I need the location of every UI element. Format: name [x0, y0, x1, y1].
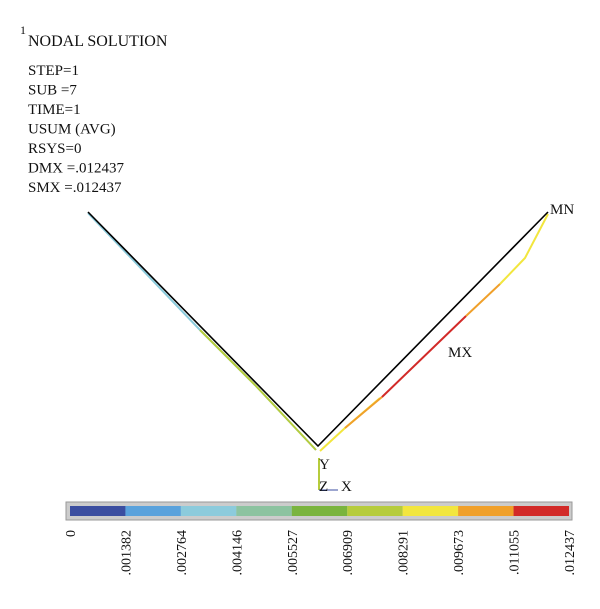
info-line: RSYS=0 — [28, 141, 81, 157]
min-marker: MN — [550, 202, 574, 218]
right-red — [381, 315, 467, 398]
legend-swatch — [513, 506, 569, 516]
triad-x: X — [341, 479, 352, 495]
max-marker: MX — [448, 345, 472, 361]
legend-swatch — [180, 506, 237, 516]
legend-swatch — [125, 506, 181, 516]
info-line: USUM (AVG) — [28, 122, 116, 138]
legend-label: .002764 — [175, 530, 190, 576]
right-orange-2 — [465, 283, 501, 317]
info-line: SMX =.012437 — [28, 180, 122, 196]
legend-label: .006909 — [341, 530, 356, 576]
legend-swatch — [236, 506, 292, 516]
left-lower — [254, 384, 317, 451]
title: NODAL SOLUTION — [28, 33, 168, 50]
info-line: TIME=1 — [28, 102, 81, 118]
legend-label: .005527 — [286, 530, 301, 576]
legend-label: .012437 — [563, 530, 578, 576]
model — [87, 211, 549, 452]
legend-swatch — [291, 506, 348, 516]
legend-swatch — [402, 506, 459, 516]
legend-swatch — [70, 506, 126, 516]
info-block: STEP=1 SUB =7 TIME=1 USUM (AVG) RSYS=0 DMX =.… — [28, 63, 124, 196]
right-orange — [344, 396, 383, 429]
legend-label: .009673 — [452, 530, 467, 576]
legend-label: .001382 — [119, 530, 134, 576]
legend: 0 .001382 .002764 .004146 .005527 .006909 .008… — [64, 506, 578, 576]
triad-y: Y — [319, 457, 330, 473]
triad-z: Z — [319, 479, 328, 495]
legend-label: .011055 — [508, 530, 523, 575]
left-green — [199, 329, 256, 386]
window-number: 1 — [20, 23, 26, 37]
info-line: SUB =7 — [28, 83, 77, 99]
legend-label: .004146 — [230, 530, 245, 576]
legend-label: 0 — [64, 530, 79, 537]
info-line: STEP=1 — [28, 63, 79, 79]
right-yellow-2 — [499, 213, 549, 285]
legend-swatch — [347, 506, 403, 516]
triad: Y Z X — [318, 457, 352, 495]
legend-label: .008291 — [397, 530, 412, 576]
info-line: DMX =.012437 — [28, 161, 124, 177]
legend-swatch — [458, 506, 514, 516]
undeformed-shape — [87, 211, 549, 448]
